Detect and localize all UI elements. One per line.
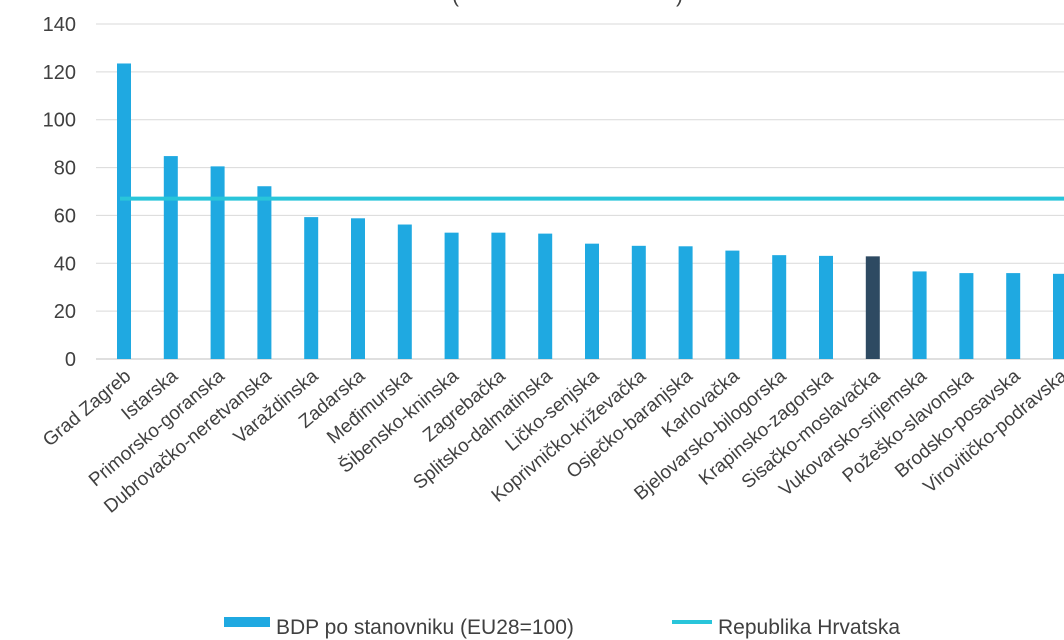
- bar-11: [631, 245, 646, 359]
- bar-7: [444, 232, 459, 359]
- y-tick-label-60: 60: [54, 205, 76, 227]
- y-tick-label-0: 0: [65, 349, 76, 371]
- bar-19: [1006, 273, 1021, 359]
- y-axis-ticks: 0 20 40 60 80 100 120 140: [43, 14, 76, 371]
- bar-12: [678, 246, 693, 359]
- bar-15: [819, 255, 833, 359]
- bar-10: [585, 243, 599, 359]
- y-tick-label-40: 40: [54, 253, 76, 275]
- bar-4: [304, 217, 319, 359]
- bar-5: [351, 218, 365, 359]
- bar-17: [912, 271, 927, 359]
- bar-18: [959, 273, 974, 359]
- bar-13: [725, 250, 740, 359]
- bar-0: [117, 63, 131, 359]
- bar-8: [491, 232, 506, 359]
- y-tick-label-20: 20: [54, 301, 76, 323]
- bars: [117, 63, 1064, 359]
- chart-title-fragment-start: (: [452, 0, 459, 7]
- y-tick-label-100: 100: [43, 110, 76, 132]
- bar-14: [772, 255, 787, 359]
- bar-20: [1053, 273, 1064, 359]
- y-tick-label-120: 120: [43, 62, 76, 84]
- legend-swatch-bdp: [224, 617, 270, 627]
- y-tick-label-140: 140: [43, 14, 76, 36]
- gridlines: [96, 23, 1064, 360]
- chart-title-fragment-end: ): [676, 0, 683, 7]
- bar-9: [538, 233, 553, 359]
- legend-label-republika: Republika Hrvatska: [718, 616, 900, 639]
- legend: BDP po stanovniku (EU28=100) Republika H…: [224, 616, 900, 639]
- bar-1: [163, 156, 178, 359]
- x-axis-labels: Grad ZagrebIstarskaPrimorsko-goranskaDub…: [39, 365, 1064, 518]
- legend-label-bdp: BDP po stanovniku (EU28=100): [276, 616, 574, 639]
- bar-16: [865, 256, 880, 359]
- bar-3: [257, 186, 272, 359]
- bar-2: [210, 166, 225, 359]
- y-tick-label-80: 80: [54, 158, 76, 180]
- bar-6: [397, 224, 412, 359]
